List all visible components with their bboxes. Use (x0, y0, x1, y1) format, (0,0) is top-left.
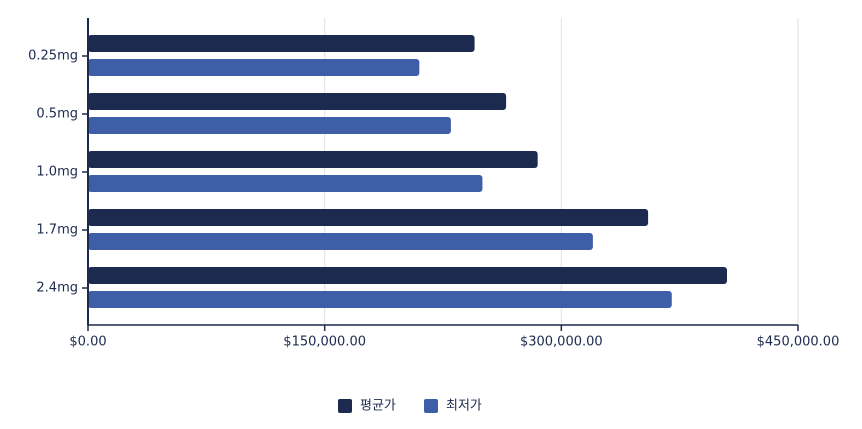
legend-swatch (424, 399, 438, 413)
bar (88, 93, 507, 110)
x-tick-label: $300,000.00 (520, 335, 603, 350)
y-tick-label: 1.7mg (36, 223, 78, 238)
y-tick-label: 0.5mg (36, 107, 78, 122)
x-tick-label: $0.00 (69, 335, 106, 350)
y-tick-label: 0.25mg (28, 49, 78, 64)
bar (88, 175, 483, 192)
legend-label: 최저가 (446, 399, 482, 414)
bar (88, 151, 538, 168)
x-tick-label: $450,000.00 (757, 335, 840, 350)
bar (88, 209, 649, 226)
bar (88, 59, 420, 76)
legend-label: 평균가 (360, 399, 396, 414)
bar (88, 35, 475, 52)
bar (88, 233, 593, 250)
bar (88, 291, 672, 308)
x-tick-label: $150,000.00 (283, 335, 366, 350)
bar (88, 117, 451, 134)
y-tick-label: 2.4mg (36, 281, 78, 296)
bar (88, 267, 727, 284)
y-tick-label: 1.0mg (36, 165, 78, 180)
legend-swatch (338, 399, 352, 413)
